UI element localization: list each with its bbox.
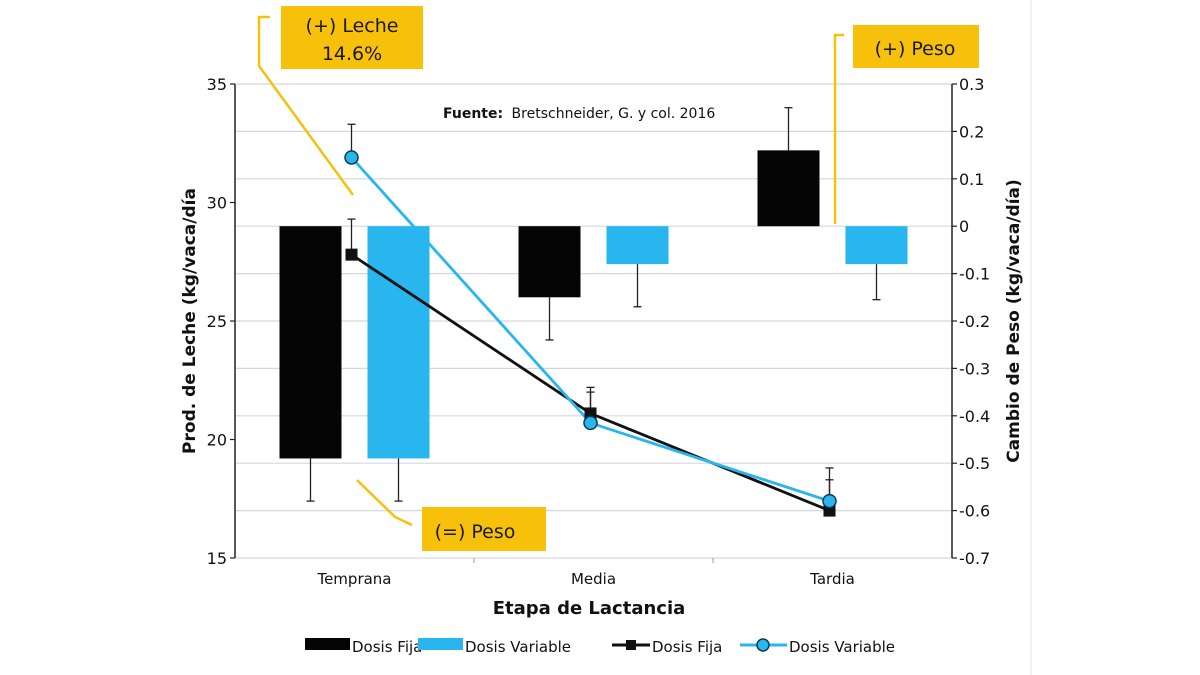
legend-marker-circle-icon bbox=[756, 638, 770, 652]
legend-label-bar-fija: Dosis Fija bbox=[352, 638, 422, 656]
annotation-peso-plus: (+) Peso bbox=[833, 25, 979, 224]
bar-dosis-fija bbox=[518, 226, 581, 298]
category-label: Tardia bbox=[809, 570, 855, 588]
point-dosis-variable bbox=[583, 415, 598, 431]
legend-item-bar-fija: Dosis Fija bbox=[305, 638, 422, 656]
right-tick-label: -0.2 bbox=[959, 312, 990, 331]
bar-dosis-variable bbox=[367, 226, 430, 459]
point-dosis-fija bbox=[823, 504, 836, 517]
annotation-leche-line2: 14.6% bbox=[322, 43, 382, 65]
bar-dosis-variable bbox=[606, 226, 669, 265]
annotation-leche-box bbox=[281, 6, 423, 69]
gridlines bbox=[235, 83, 952, 559]
right-axis-title: Cambio de Peso (kg/vaca/día) bbox=[1004, 179, 1024, 463]
right-tick-label: 0.2 bbox=[959, 122, 984, 141]
annotation-peso-equal-box bbox=[422, 507, 546, 551]
legend-label-bar-variable: Dosis Variable bbox=[465, 638, 571, 656]
lines bbox=[344, 123, 837, 517]
left-tick-label: 35 bbox=[207, 75, 227, 94]
source-label: Fuente: bbox=[443, 106, 503, 122]
annotation-leche-line1: (+) Leche bbox=[306, 15, 399, 37]
point-dosis-variable bbox=[822, 493, 837, 509]
annotation-peso-equal-text: (=) Peso bbox=[435, 521, 516, 543]
left-tick-label: 20 bbox=[207, 431, 227, 450]
annotation-peso-plus-text: (+) Peso bbox=[875, 38, 956, 60]
x-axis-title: Etapa de Lactancia bbox=[493, 598, 686, 619]
annotation-leche-connector bbox=[257, 15, 355, 196]
point-dosis-variable bbox=[344, 150, 359, 165]
annotation-peso-equal: (=) Peso bbox=[356, 479, 546, 551]
right-tick-label: -0.4 bbox=[959, 407, 990, 426]
legend-item-bar-variable: Dosis Variable bbox=[418, 638, 571, 656]
left-tick-label: 25 bbox=[207, 312, 227, 331]
category-label: Temprana bbox=[316, 570, 391, 588]
bar-dosis-fija bbox=[279, 226, 342, 459]
legend-label-line-variable: Dosis Variable bbox=[789, 638, 895, 656]
left-tick-label: 30 bbox=[207, 194, 227, 213]
point-dosis-fija bbox=[345, 248, 358, 261]
right-tick-label: 0.3 bbox=[959, 75, 984, 94]
right-tick-label: -0.7 bbox=[959, 549, 990, 568]
right-tick-label: -0.6 bbox=[959, 502, 990, 521]
source-text: Bretschneider, G. y col. 2016 bbox=[512, 106, 716, 122]
right-tick-label: 0.1 bbox=[959, 170, 984, 189]
left-axis-ticks: 35 30 25 20 15 bbox=[207, 75, 235, 568]
annotation-peso-plus-box bbox=[853, 25, 979, 68]
right-tick-label: -0.1 bbox=[959, 265, 990, 284]
legend-item-line-variable: Dosis Variable bbox=[740, 638, 895, 656]
annotation-leche: (+) Leche 14.6% bbox=[257, 6, 423, 196]
legend-item-line-fija: Dosis Fija bbox=[612, 638, 722, 656]
annotation-peso-equal-connector bbox=[356, 479, 413, 527]
bar-dosis-fija bbox=[757, 150, 820, 227]
legend-marker-square-icon bbox=[626, 640, 636, 650]
category-label: Media bbox=[571, 570, 616, 588]
legend: Dosis Fija Dosis Variable Dosis Fija Dos… bbox=[305, 638, 895, 656]
bar-dosis-variable bbox=[845, 226, 908, 265]
legend-swatch-bar-fija bbox=[305, 638, 350, 650]
left-tick-label: 15 bbox=[207, 549, 227, 568]
right-tick-label: -0.3 bbox=[959, 359, 990, 378]
annotation-peso-plus-connector bbox=[833, 33, 844, 224]
left-axis-title: Prod. de Leche (kg/vaca/día bbox=[180, 188, 200, 454]
right-tick-label: -0.5 bbox=[959, 454, 990, 473]
category-labels: Temprana Media Tardia bbox=[316, 558, 855, 588]
right-axis-ticks: 0.3 0.2 0.1 0 -0.1 -0.2 -0.3 -0.4 -0.5 -0.6 -0.7 bbox=[952, 75, 990, 568]
right-tick-label: 0 bbox=[959, 217, 969, 236]
bars bbox=[279, 107, 908, 502]
legend-swatch-bar-variable bbox=[418, 638, 463, 650]
source-note: Fuente: Bretschneider, G. y col. 2016 bbox=[443, 106, 715, 122]
legend-label-line-fija: Dosis Fija bbox=[652, 638, 722, 656]
